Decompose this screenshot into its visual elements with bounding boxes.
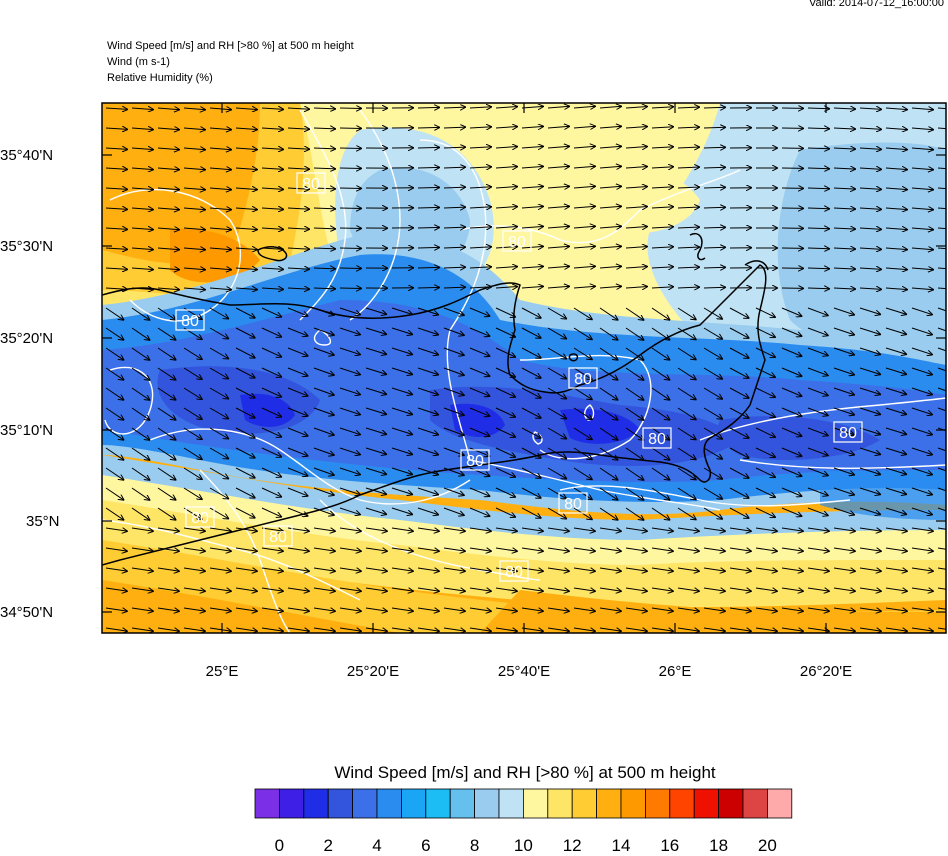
colorbar-swatch bbox=[621, 789, 645, 818]
wind-arrow bbox=[340, 248, 362, 249]
lon-label-26-20: 26°20'E bbox=[800, 663, 852, 680]
contour-label: 80 bbox=[269, 529, 287, 546]
wind-arrow bbox=[704, 167, 726, 168]
colorbar-tick-label: 12 bbox=[552, 836, 592, 856]
lat-label-35-10: 35°10'N bbox=[0, 422, 53, 439]
colorbar-tick-label: 18 bbox=[699, 836, 739, 856]
wind-arrow bbox=[340, 168, 362, 169]
colorbar-swatch bbox=[279, 789, 303, 818]
wind-arrow bbox=[418, 267, 440, 268]
wind-arrow bbox=[340, 188, 362, 189]
wind-arrow bbox=[418, 207, 440, 208]
lon-label-25: 25°E bbox=[206, 663, 239, 680]
wind-arrow bbox=[340, 128, 362, 129]
lat-label-35-40: 35°40'N bbox=[0, 147, 53, 164]
contour-label: 80 bbox=[181, 313, 199, 330]
wind-arrow bbox=[418, 147, 440, 148]
wind-arrow bbox=[704, 247, 726, 248]
wind-arrow bbox=[340, 288, 362, 289]
colorbar-swatch bbox=[353, 789, 377, 818]
wind-arrow bbox=[340, 108, 362, 109]
wind-arrow bbox=[418, 107, 440, 108]
colorbar-tick-label: 8 bbox=[455, 836, 495, 856]
contour-label: 80 bbox=[505, 564, 523, 581]
wind-arrow bbox=[704, 287, 726, 288]
colorbar-swatch bbox=[719, 789, 743, 818]
wind-speed-field bbox=[102, 103, 946, 633]
wind-arrow bbox=[340, 148, 362, 149]
wind-arrow bbox=[340, 208, 362, 209]
colorbar-swatch bbox=[743, 789, 767, 818]
colorbar-swatch bbox=[426, 789, 450, 818]
contour-label: 80 bbox=[466, 453, 484, 470]
wind-arrow bbox=[704, 207, 726, 208]
colorbar-swatch bbox=[694, 789, 718, 818]
lon-label-25-40: 25°40'E bbox=[498, 663, 550, 680]
wind-arrow bbox=[418, 167, 440, 168]
wind-arrow bbox=[418, 187, 440, 188]
colorbar-swatch bbox=[645, 789, 669, 818]
colorbar-tick-label: 2 bbox=[308, 836, 348, 856]
contour-label: 80 bbox=[564, 496, 582, 513]
wind-arrow bbox=[704, 147, 726, 148]
contour-label: 80 bbox=[648, 431, 666, 448]
contour-label: 80 bbox=[574, 371, 592, 388]
colorbar-swatch bbox=[548, 789, 572, 818]
colorbar-swatch bbox=[767, 789, 791, 818]
colorbar bbox=[255, 789, 792, 818]
colorbar-swatch bbox=[255, 789, 279, 818]
colorbar-tick-label: 6 bbox=[406, 836, 446, 856]
colorbar-title: Wind Speed [m/s] and RH [>80 %] at 500 m… bbox=[250, 763, 800, 783]
colorbar-swatch bbox=[450, 789, 474, 818]
contour-label: 80 bbox=[191, 510, 209, 527]
colorbar-tick-label: 14 bbox=[601, 836, 641, 856]
colorbar-swatch bbox=[572, 789, 596, 818]
contour-label: 80 bbox=[508, 234, 526, 251]
lat-label-35-20: 35°20'N bbox=[0, 330, 53, 347]
wind-arrow bbox=[704, 107, 726, 108]
wind-arrow bbox=[340, 268, 362, 269]
colorbar-tick-label: 4 bbox=[357, 836, 397, 856]
contour-label: 80 bbox=[839, 425, 857, 442]
colorbar-tick-label: 10 bbox=[503, 836, 543, 856]
lon-label-26: 26°E bbox=[659, 663, 692, 680]
colorbar-tick-label: 0 bbox=[259, 836, 299, 856]
contour-label: 80 bbox=[302, 176, 320, 193]
wind-arrow bbox=[704, 127, 726, 128]
wind-arrow bbox=[704, 187, 726, 188]
wind-arrow bbox=[340, 228, 362, 229]
wind-arrow bbox=[704, 227, 726, 228]
lon-label-25-20: 25°20'E bbox=[347, 663, 399, 680]
colorbar-swatch bbox=[401, 789, 425, 818]
colorbar-swatch bbox=[597, 789, 621, 818]
colorbar-swatch bbox=[523, 789, 547, 818]
colorbar-swatch bbox=[670, 789, 694, 818]
lat-label-35-30: 35°30'N bbox=[0, 238, 53, 255]
wind-arrow bbox=[418, 227, 440, 228]
colorbar-swatch bbox=[304, 789, 328, 818]
wind-arrow bbox=[418, 287, 440, 288]
colorbar-swatch bbox=[475, 789, 499, 818]
lat-label-34-50: 34°50'N bbox=[0, 604, 53, 621]
colorbar-tick-label: 20 bbox=[747, 836, 787, 856]
colorbar-swatch bbox=[499, 789, 523, 818]
colorbar-swatch bbox=[328, 789, 352, 818]
wind-arrow bbox=[418, 247, 440, 248]
wind-arrow bbox=[704, 267, 726, 268]
colorbar-swatch bbox=[377, 789, 401, 818]
lat-label-35: 35°N bbox=[26, 513, 60, 530]
wind-arrow bbox=[418, 127, 440, 128]
colorbar-tick-label: 16 bbox=[650, 836, 690, 856]
